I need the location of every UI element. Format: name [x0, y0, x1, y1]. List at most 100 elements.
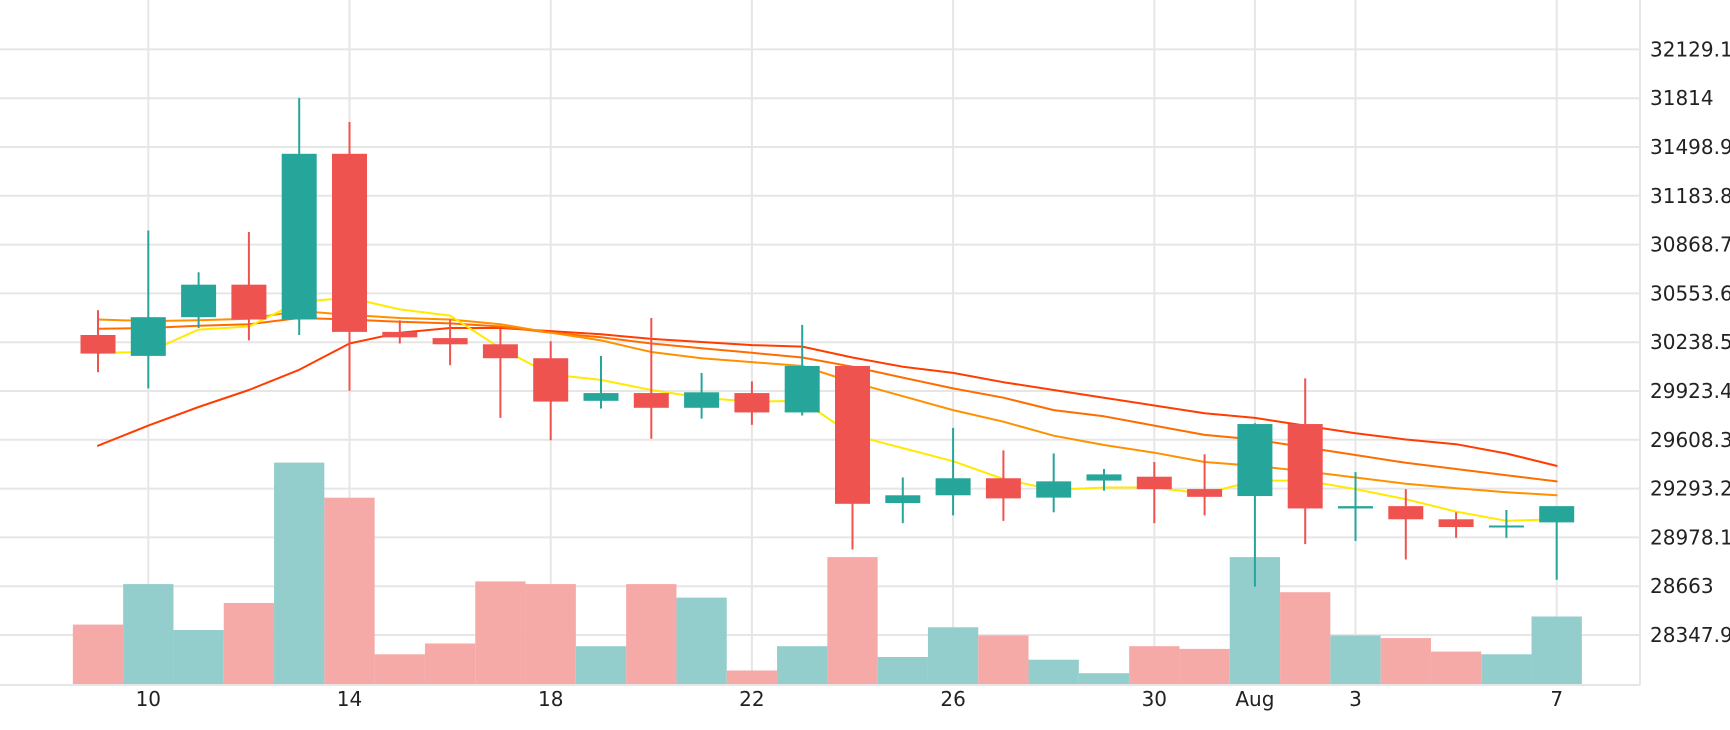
candle-body — [885, 495, 921, 504]
candle — [985, 450, 1021, 521]
candle-body — [1036, 481, 1072, 498]
y-tick-label: 31498.9 — [1650, 135, 1730, 159]
volume-bars — [72, 462, 1582, 684]
x-tick-label: 7 — [1550, 687, 1563, 711]
volume-bar — [324, 497, 375, 684]
volume-bar — [424, 643, 476, 684]
y-tick-label: 29293.2 — [1650, 477, 1730, 501]
x-tick-label: 14 — [337, 687, 362, 711]
candle — [1036, 453, 1072, 513]
y-tick-label: 31183.8 — [1650, 184, 1730, 208]
y-axis: 32129.1 31814 31498.9 31183.8 30868.7 30553.6… — [1650, 37, 1730, 647]
moving-average-line — [97, 327, 1558, 467]
candle — [885, 477, 921, 524]
volume-bar — [1330, 635, 1381, 684]
volume-bar — [1129, 646, 1180, 684]
candle-body — [1237, 424, 1273, 497]
candle — [332, 122, 367, 391]
candle — [281, 98, 317, 335]
candle-body — [1539, 506, 1575, 523]
volume-bar — [525, 584, 576, 684]
volume-bar — [777, 646, 828, 684]
volume-bar — [877, 657, 928, 684]
candle — [1388, 489, 1424, 560]
candle-body — [533, 358, 569, 402]
y-tick-label: 28347.9 — [1650, 623, 1730, 647]
candle — [633, 317, 669, 439]
volume-bar — [123, 584, 174, 684]
volume-bar — [374, 654, 425, 684]
candle — [1136, 461, 1172, 524]
volume-bar — [626, 584, 677, 684]
volume-bar — [173, 630, 224, 684]
candle — [835, 365, 870, 550]
candle — [382, 320, 418, 344]
x-tick-label: Aug — [1235, 687, 1274, 711]
candle-body — [1086, 474, 1122, 481]
candle-body — [583, 393, 619, 401]
candle-body — [1338, 506, 1373, 509]
volume-bar — [927, 627, 979, 684]
candle-body — [281, 153, 317, 320]
candle — [181, 272, 217, 329]
candle-body — [633, 393, 669, 408]
candle-body — [432, 338, 468, 345]
volume-bar — [1481, 654, 1532, 684]
x-axis: 10 14 18 22 26 30 Aug 3 7 — [136, 687, 1563, 711]
candle — [935, 427, 971, 516]
x-tick-label: 26 — [940, 687, 965, 711]
candle — [1086, 468, 1122, 491]
volume-bar — [1430, 651, 1482, 684]
candle — [784, 324, 820, 416]
y-tick-label: 28978.1 — [1650, 525, 1730, 549]
candle — [1287, 378, 1323, 545]
candle — [1237, 423, 1273, 587]
volume-bar — [1531, 616, 1582, 684]
y-tick-label: 29608.3 — [1650, 428, 1730, 452]
candle-body — [482, 344, 518, 359]
candle — [583, 355, 619, 409]
candle — [1488, 510, 1524, 538]
candle-body — [734, 393, 770, 413]
volume-bar — [726, 670, 778, 684]
x-tick-label: 3 — [1349, 687, 1362, 711]
x-tick-label: 18 — [538, 687, 563, 711]
volume-bar — [1078, 673, 1130, 684]
volume-bar — [1028, 659, 1079, 684]
candle-body — [80, 334, 116, 354]
y-tick-label: 32129.1 — [1650, 37, 1730, 61]
volume-bar — [72, 624, 124, 684]
candle-body — [784, 365, 820, 413]
candle — [130, 230, 166, 389]
candle — [1539, 506, 1575, 580]
candle — [1438, 512, 1474, 538]
candle-body — [130, 317, 166, 356]
candle-body — [1136, 476, 1172, 490]
candle — [533, 341, 569, 441]
y-tick-label: 30553.6 — [1650, 281, 1730, 305]
volume-bar — [1280, 592, 1331, 684]
volume-bar — [274, 462, 325, 684]
candle — [684, 372, 720, 419]
x-tick-label: 22 — [739, 687, 764, 711]
volume-bar — [676, 597, 727, 684]
volume-bar — [575, 646, 627, 684]
candle-body — [1287, 424, 1323, 509]
volume-bar — [1179, 648, 1230, 684]
volume-bar — [1380, 638, 1431, 684]
x-tick-label: 30 — [1142, 687, 1167, 711]
candle — [734, 381, 770, 425]
x-tick-label: 10 — [136, 687, 161, 711]
y-tick-label: 31814 — [1650, 86, 1714, 110]
volume-bar — [827, 557, 878, 684]
volume-bar — [978, 635, 1029, 684]
candle-body — [935, 478, 971, 496]
candle — [432, 319, 468, 366]
y-tick-label: 30868.7 — [1650, 233, 1730, 257]
volume-bar — [475, 581, 526, 684]
grid-lines — [0, 0, 1641, 686]
y-tick-label: 29923.4 — [1650, 379, 1730, 403]
candle-body — [332, 153, 367, 332]
candle — [80, 310, 116, 373]
